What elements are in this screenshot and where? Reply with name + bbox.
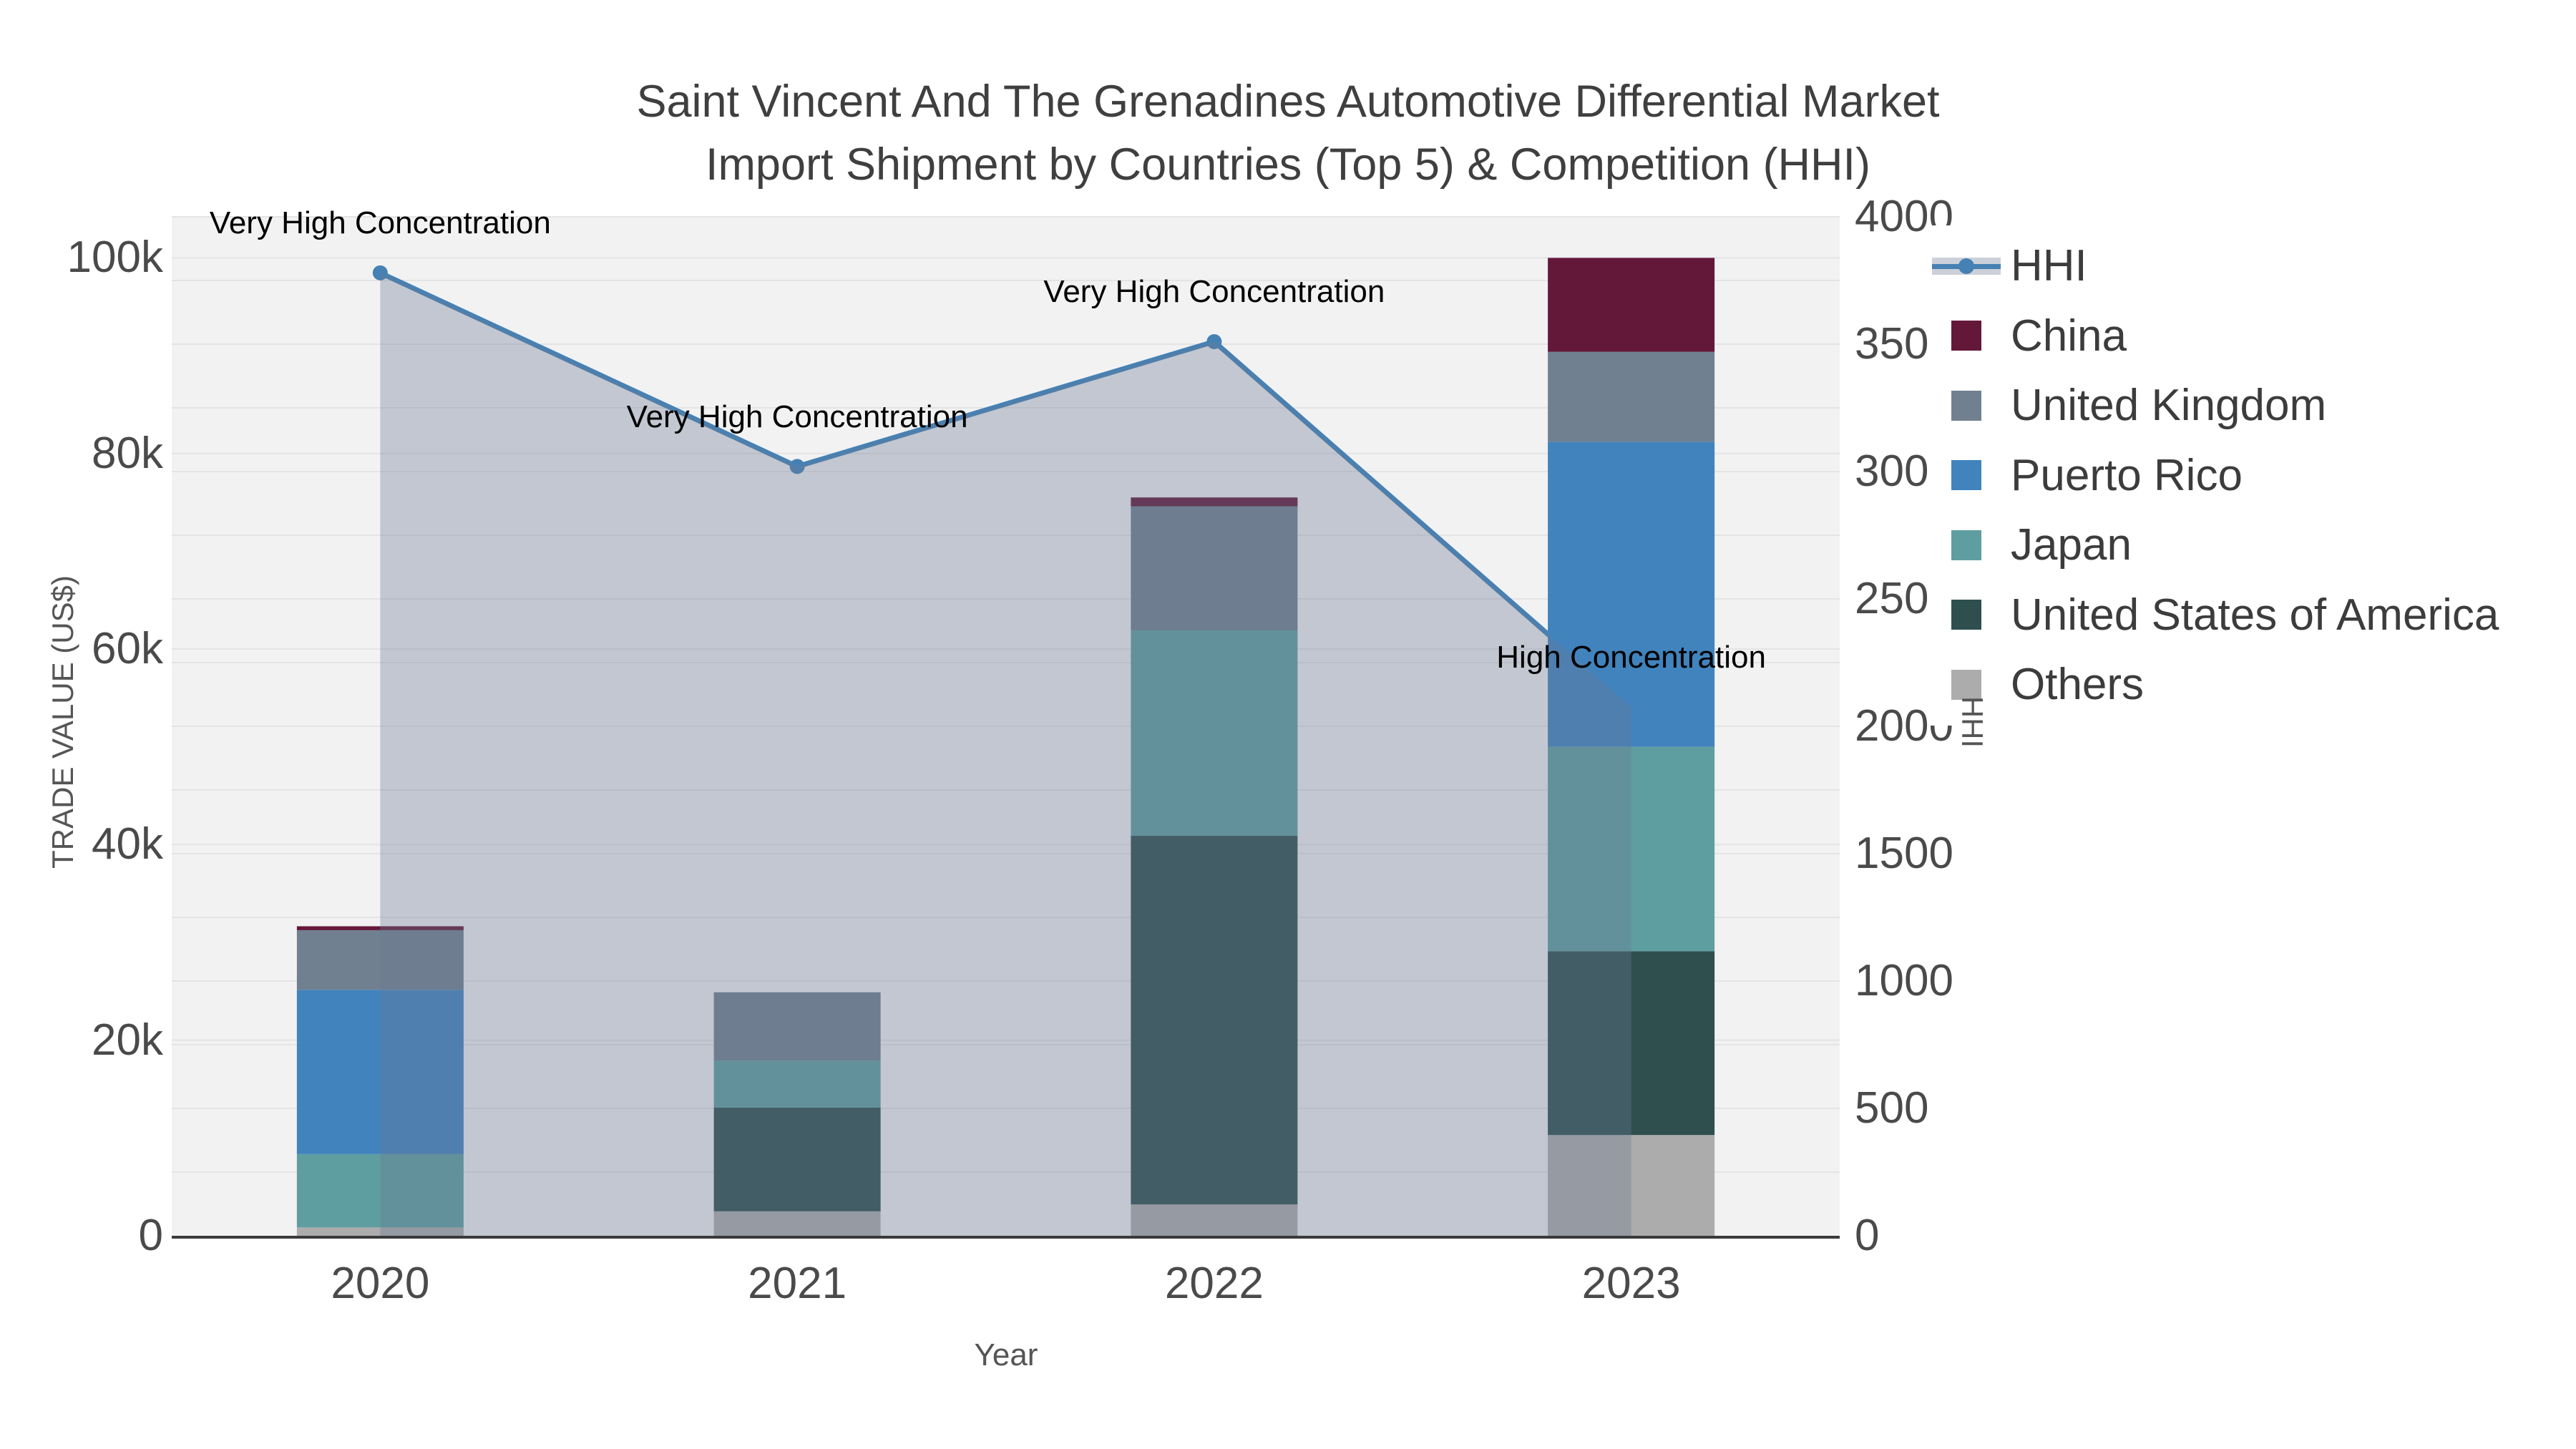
bar-segment-china-2023[interactable] bbox=[1548, 258, 1715, 352]
hhi-line-swatch-icon bbox=[1932, 251, 2001, 281]
hhi-line[interactable] bbox=[379, 270, 1633, 709]
legend-item-china[interactable]: China bbox=[1929, 301, 2576, 371]
legend-swatch-box bbox=[1932, 530, 2001, 560]
x-tick-2023: 2023 bbox=[1581, 1259, 1681, 1308]
bar-segment-puerto-rico-2023[interactable] bbox=[1548, 441, 1715, 747]
hhi-marker-sample bbox=[1958, 258, 1974, 274]
x-tick-2022: 2022 bbox=[1164, 1259, 1264, 1308]
legend-swatch-box bbox=[1932, 600, 2001, 630]
hhi-marker-2021[interactable] bbox=[789, 459, 805, 474]
legend-label: Others bbox=[2011, 660, 2145, 710]
bar-segment-china-2022[interactable] bbox=[1131, 497, 1298, 507]
legend-label: United States of America bbox=[2011, 590, 2499, 640]
bar-segment-china-2020[interactable] bbox=[296, 926, 464, 930]
legend: HHI China United Kingdom Puerto Rico Japan Un… bbox=[1929, 225, 2576, 726]
legend-item-united-states-of-america[interactable]: United States of America bbox=[1929, 580, 2576, 650]
x-axis-title: Year bbox=[974, 1337, 1038, 1372]
bar-segment-united-kingdom-2022[interactable] bbox=[1131, 506, 1298, 631]
legend-swatch-box bbox=[1932, 251, 2001, 281]
legend-color-swatch-icon bbox=[1951, 669, 1981, 700]
legend-swatch-box bbox=[1932, 321, 2001, 351]
bar-segment-united-states-of-america-2021[interactable] bbox=[713, 1107, 881, 1211]
bar-segment-japan-2023[interactable] bbox=[1548, 746, 1715, 952]
hhi-marker-2022[interactable] bbox=[1206, 333, 1222, 349]
y-right-axis-title: HHI bbox=[1956, 696, 1989, 748]
chart-title-line1: Saint Vincent And The Grenadines Automot… bbox=[636, 77, 1940, 127]
bar-segment-japan-2021[interactable] bbox=[713, 1060, 881, 1108]
bar-segment-others-2022[interactable] bbox=[1131, 1204, 1298, 1236]
y-left-tick-60k: 60k bbox=[92, 624, 163, 674]
bar-segment-united-states-of-america-2022[interactable] bbox=[1131, 836, 1298, 1205]
chart-title-line2: Import Shipment by Countries (Top 5) & C… bbox=[705, 140, 1871, 190]
y-right-tick-1500: 1500 bbox=[1855, 829, 1953, 878]
y-left-tick-0: 0 bbox=[138, 1211, 163, 1260]
bar-segment-japan-2022[interactable] bbox=[1131, 630, 1298, 836]
legend-label: United Kingdom bbox=[2011, 381, 2327, 431]
bar-segment-united-kingdom-2023[interactable] bbox=[1548, 351, 1715, 442]
y-right-tick-0: 0 bbox=[1855, 1211, 1880, 1260]
x-tick-2021: 2021 bbox=[748, 1259, 847, 1308]
bar-segment-united-kingdom-2021[interactable] bbox=[713, 992, 881, 1061]
legend-swatch-box bbox=[1932, 669, 2001, 700]
bar-segment-united-kingdom-2020[interactable] bbox=[296, 930, 464, 990]
y-right-tick-1000: 1000 bbox=[1855, 956, 1953, 1005]
bar-segment-others-2021[interactable] bbox=[713, 1211, 881, 1236]
legend-color-swatch-icon bbox=[1951, 460, 1981, 491]
x-tick-2020: 2020 bbox=[331, 1259, 430, 1308]
y-left-tick-80k: 80k bbox=[92, 428, 163, 478]
legend-color-swatch-icon bbox=[1951, 390, 1981, 421]
legend-color-swatch-icon bbox=[1951, 321, 1981, 351]
y-left-tick-100k: 100k bbox=[67, 233, 163, 283]
chart-title: Saint Vincent And The Grenadines Automot… bbox=[0, 70, 2576, 196]
bar-segment-puerto-rico-2020[interactable] bbox=[296, 990, 464, 1154]
legend-swatch-box bbox=[1932, 390, 2001, 421]
y-left-tick-20k: 20k bbox=[92, 1015, 163, 1065]
legend-item-hhi[interactable]: HHI bbox=[1929, 231, 2576, 301]
legend-label: Puerto Rico bbox=[2011, 450, 2243, 500]
legend-label: Japan bbox=[2011, 520, 2132, 570]
annotation-2022: Very High Concentration bbox=[1043, 274, 1385, 310]
legend-swatch-box bbox=[1932, 460, 2001, 491]
annotation-2023: High Concentration bbox=[1496, 640, 1766, 675]
annotation-2021: Very High Concentration bbox=[626, 399, 968, 434]
legend-label: China bbox=[2011, 311, 2127, 361]
legend-item-puerto-rico[interactable]: Puerto Rico bbox=[1929, 441, 2576, 511]
y-left-tick-40k: 40k bbox=[92, 819, 163, 869]
bar-segment-others-2023[interactable] bbox=[1548, 1135, 1715, 1236]
legend-item-united-kingdom[interactable]: United Kingdom bbox=[1929, 371, 2576, 441]
legend-label: HHI bbox=[2011, 241, 2087, 291]
hhi-marker-2020[interactable] bbox=[372, 265, 388, 280]
bar-segment-united-states-of-america-2023[interactable] bbox=[1548, 951, 1715, 1136]
legend-item-others[interactable]: Others bbox=[1929, 650, 2576, 720]
hhi-area-fill bbox=[380, 273, 1631, 1236]
legend-color-swatch-icon bbox=[1951, 600, 1981, 630]
bar-segment-others-2020[interactable] bbox=[296, 1227, 464, 1236]
y-left-axis-title: TRADE VALUE (US$) bbox=[46, 575, 79, 869]
legend-item-japan[interactable]: Japan bbox=[1929, 510, 2576, 580]
legend-color-swatch-icon bbox=[1951, 530, 1981, 560]
annotation-2020: Very High Concentration bbox=[209, 205, 551, 241]
y-right-tick-500: 500 bbox=[1855, 1083, 1929, 1133]
bar-segment-japan-2020[interactable] bbox=[296, 1153, 464, 1228]
